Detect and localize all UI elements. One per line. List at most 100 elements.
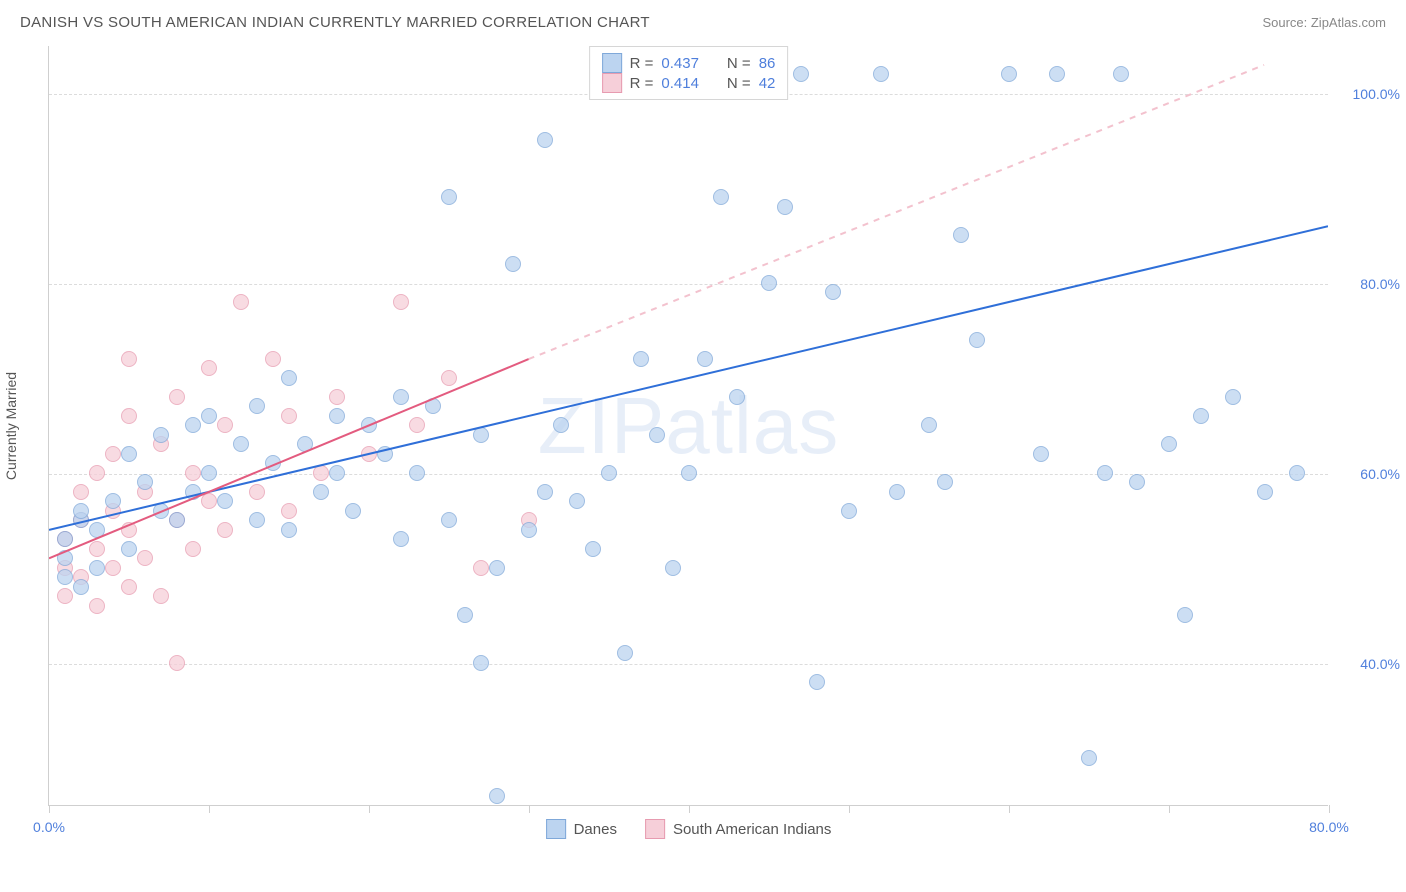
data-point-blue: [201, 465, 217, 481]
x-tick: [209, 805, 210, 813]
data-point-blue: [569, 493, 585, 509]
data-point-blue: [313, 484, 329, 500]
data-point-blue: [473, 427, 489, 443]
trend-line-pink-dashed: [529, 65, 1264, 359]
data-point-blue: [777, 199, 793, 215]
data-point-blue: [121, 446, 137, 462]
legend-item-pink: South American Indians: [645, 819, 831, 839]
data-point-blue: [345, 503, 361, 519]
data-point-blue: [281, 370, 297, 386]
data-point-pink: [409, 417, 425, 433]
data-point-blue: [1129, 474, 1145, 490]
data-point-pink: [137, 550, 153, 566]
data-point-blue: [809, 674, 825, 690]
x-tick: [849, 805, 850, 813]
data-point-pink: [201, 360, 217, 376]
data-point-pink: [89, 598, 105, 614]
data-point-pink: [265, 351, 281, 367]
swatch-pink-icon: [645, 819, 665, 839]
data-point-blue: [265, 455, 281, 471]
data-point-blue: [793, 66, 809, 82]
y-axis-label: Currently Married: [3, 371, 19, 479]
data-point-pink: [217, 417, 233, 433]
data-point-pink: [153, 588, 169, 604]
source-citation: Source: ZipAtlas.com: [1262, 15, 1386, 30]
legend-label-blue: Danes: [574, 821, 617, 838]
data-point-blue: [361, 417, 377, 433]
legend-bottom: Danes South American Indians: [546, 819, 832, 839]
data-point-blue: [889, 484, 905, 500]
data-point-blue: [1289, 465, 1305, 481]
data-point-blue: [249, 512, 265, 528]
data-point-blue: [121, 541, 137, 557]
n-value-pink: 42: [759, 75, 776, 92]
data-point-blue: [665, 560, 681, 576]
data-point-blue: [329, 408, 345, 424]
data-point-blue: [393, 531, 409, 547]
n-label: N =: [727, 55, 751, 72]
data-point-blue: [617, 645, 633, 661]
y-tick-label: 40.0%: [1360, 656, 1400, 672]
legend-item-blue: Danes: [546, 819, 617, 839]
data-point-blue: [969, 332, 985, 348]
data-point-pink: [249, 484, 265, 500]
data-point-blue: [73, 503, 89, 519]
data-point-blue: [73, 579, 89, 595]
data-point-blue: [153, 427, 169, 443]
data-point-blue: [505, 256, 521, 272]
data-point-blue: [1193, 408, 1209, 424]
data-point-blue: [921, 417, 937, 433]
data-point-blue: [377, 446, 393, 462]
legend-stats-box: R = 0.437 N = 86 R = 0.414 N = 42: [589, 46, 789, 100]
data-point-blue: [1225, 389, 1241, 405]
data-point-pink: [393, 294, 409, 310]
data-point-blue: [185, 417, 201, 433]
data-point-blue: [57, 531, 73, 547]
data-point-pink: [281, 408, 297, 424]
chart-title: DANISH VS SOUTH AMERICAN INDIAN CURRENTL…: [20, 14, 650, 31]
x-tick: [369, 805, 370, 813]
data-point-blue: [201, 408, 217, 424]
data-point-blue: [329, 465, 345, 481]
data-point-blue: [697, 351, 713, 367]
data-point-pink: [329, 389, 345, 405]
data-point-blue: [537, 484, 553, 500]
data-point-blue: [441, 189, 457, 205]
data-point-blue: [649, 427, 665, 443]
data-point-blue: [89, 522, 105, 538]
data-point-blue: [713, 189, 729, 205]
y-tick-label: 60.0%: [1360, 466, 1400, 482]
data-point-blue: [297, 436, 313, 452]
swatch-pink-icon: [602, 73, 622, 93]
data-point-blue: [601, 465, 617, 481]
data-point-blue: [1081, 750, 1097, 766]
x-tick: [49, 805, 50, 813]
data-point-pink: [201, 493, 217, 509]
data-point-blue: [953, 227, 969, 243]
swatch-blue-icon: [602, 53, 622, 73]
data-point-pink: [217, 522, 233, 538]
data-point-pink: [121, 351, 137, 367]
data-point-pink: [169, 655, 185, 671]
data-point-pink: [121, 579, 137, 595]
data-point-blue: [217, 493, 233, 509]
data-point-blue: [1161, 436, 1177, 452]
data-point-pink: [89, 465, 105, 481]
data-point-blue: [105, 493, 121, 509]
data-point-blue: [633, 351, 649, 367]
y-tick-label: 100.0%: [1353, 86, 1400, 102]
x-tick: [529, 805, 530, 813]
data-point-blue: [137, 474, 153, 490]
data-point-blue: [393, 389, 409, 405]
data-point-blue: [681, 465, 697, 481]
data-point-pink: [105, 446, 121, 462]
x-tick: [1329, 805, 1330, 813]
data-point-pink: [313, 465, 329, 481]
r-value-pink: 0.414: [661, 75, 699, 92]
gridline-h: [49, 284, 1328, 285]
data-point-pink: [169, 389, 185, 405]
chart-plot-area: ZIPatlas 40.0%60.0%80.0%100.0% 0.0%80.0%…: [48, 46, 1328, 806]
data-point-blue: [441, 512, 457, 528]
data-point-blue: [233, 436, 249, 452]
data-point-pink: [73, 484, 89, 500]
